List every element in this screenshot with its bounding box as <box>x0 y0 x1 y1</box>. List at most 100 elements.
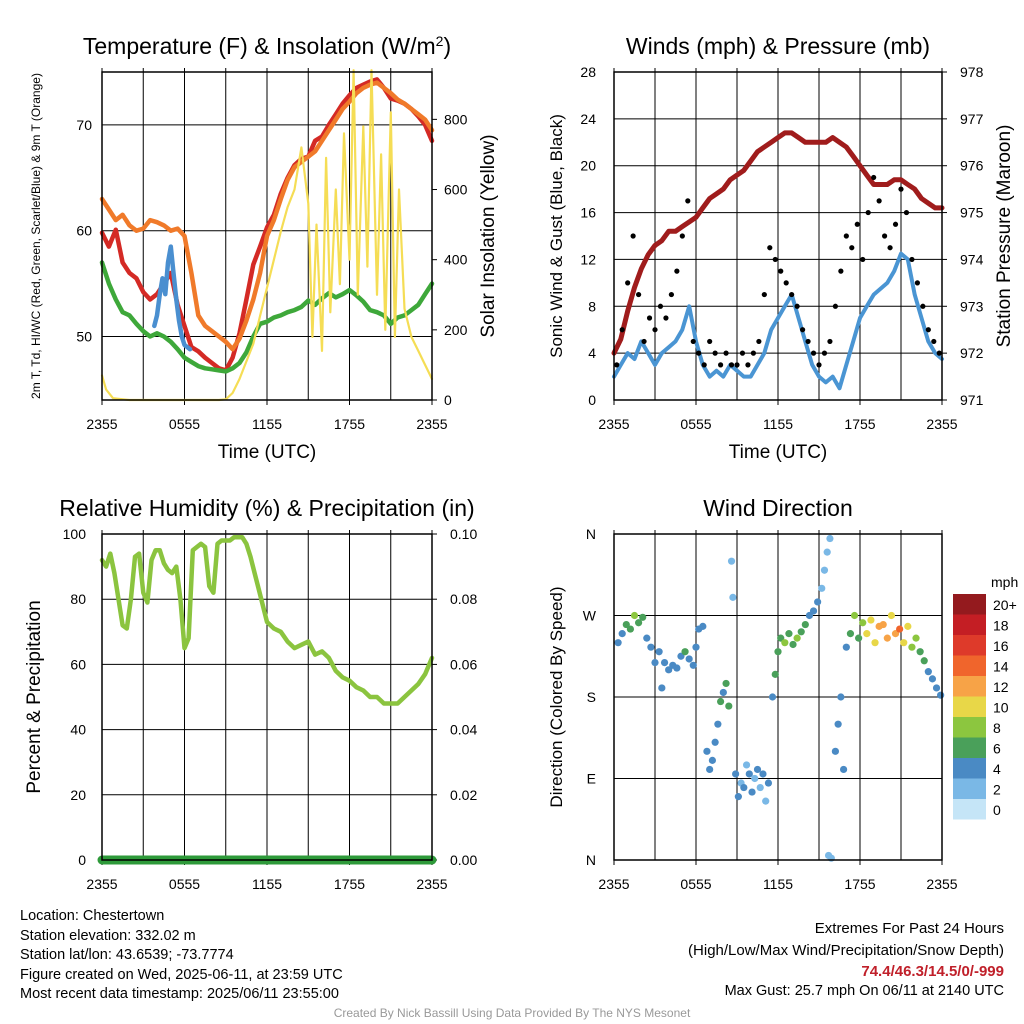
gust-point <box>636 291 642 298</box>
series-2m-t <box>99 77 435 373</box>
chart-temperature: 50 60 70 0 200 400 600 800 2355 0555 1155 1755 2355 T… <box>29 33 499 463</box>
x-tick-label: 2355 <box>598 416 629 432</box>
direction-point <box>863 630 871 638</box>
legend-label: 8 <box>993 720 1001 736</box>
gust-point <box>920 303 926 309</box>
direction-point <box>614 639 622 647</box>
gust-point <box>728 362 735 368</box>
direction-point <box>708 756 717 764</box>
direction-point <box>692 643 700 651</box>
series-station-pressure <box>611 130 945 356</box>
direction-point <box>635 619 643 627</box>
gust-point <box>816 362 822 368</box>
y-right-tick-label: 0.08 <box>450 591 477 607</box>
series-9m-t <box>99 80 435 352</box>
latlon-text: Station lat/lon: 43.6539; -73.7774 <box>20 947 234 963</box>
x-axis-label: Time (UTC) <box>729 442 828 463</box>
series-sonic-wind <box>612 251 944 391</box>
y-right-tick-label: 971 <box>960 392 984 408</box>
gust-point <box>652 327 658 333</box>
y-tick-label: 4 <box>588 345 596 361</box>
legend-label: 18 <box>993 618 1009 634</box>
gust-point <box>734 362 740 368</box>
legend-swatch <box>953 717 986 738</box>
direction-point <box>774 648 782 656</box>
legend-label: 0 <box>993 802 1001 818</box>
direction-point <box>937 691 945 699</box>
direction-point <box>647 643 655 651</box>
gust-point <box>794 303 800 309</box>
legend-swatch <box>953 758 986 779</box>
series-hi-wc <box>152 244 193 352</box>
direction-point <box>714 720 722 728</box>
gust-point <box>789 291 795 298</box>
gust-point <box>805 338 811 345</box>
direction-point <box>729 593 737 601</box>
gust-point <box>810 350 817 356</box>
legend-title: mph <box>991 574 1018 590</box>
direction-point <box>762 797 770 805</box>
direction-point <box>706 765 714 774</box>
y-right-tick-label: 978 <box>960 64 984 80</box>
x-tick-label: 1155 <box>252 416 282 432</box>
gust-point <box>674 268 680 274</box>
y-right-tick-label: 0.06 <box>450 656 477 672</box>
x-tick-label: 1755 <box>334 876 365 892</box>
created-text: Figure created on Wed, 2025-06-11, at 23… <box>20 966 343 983</box>
y-axis-label: Direction (Colored By Speed) <box>547 586 566 807</box>
legend-label: 4 <box>993 761 1001 777</box>
y-tick-label: 0 <box>78 852 86 868</box>
gust-point <box>745 362 751 368</box>
y-right-tick-label: 0.00 <box>450 852 477 868</box>
x-tick-label: 1755 <box>334 416 365 432</box>
direction-point <box>685 655 693 663</box>
y-tick-label: 12 <box>580 251 596 267</box>
gust-point <box>614 362 620 368</box>
gust-point <box>750 350 757 356</box>
y-right-tick-label: 600 <box>444 182 468 198</box>
y-right-tick-label: 200 <box>444 322 468 338</box>
legend-label: 6 <box>993 741 1001 757</box>
recent-data-text: Most recent data timestamp: 2025/06/11 2… <box>20 986 339 1002</box>
gust-point <box>646 315 653 321</box>
y-right-tick-label: 0.04 <box>450 722 477 738</box>
direction-point <box>883 634 891 642</box>
y-right-tick-label: 977 <box>960 111 984 127</box>
gust-point <box>772 256 778 263</box>
direction-point <box>703 747 711 755</box>
direction-point <box>818 584 826 592</box>
gust-point <box>854 221 860 227</box>
x-tick-label: 2355 <box>926 416 957 432</box>
direction-point <box>681 648 689 656</box>
y-tick-label: 8 <box>588 298 596 314</box>
direction-point <box>932 684 941 692</box>
y-axis-label: 2m T, Td, HI/WC (Red, Green, Scarlet/Blu… <box>29 73 43 399</box>
direction-point <box>722 679 730 688</box>
y-tick-label: N <box>586 852 596 868</box>
legend-label: 12 <box>993 679 1009 695</box>
direction-point <box>904 622 912 630</box>
direction-point <box>725 702 733 710</box>
gust-point <box>887 245 893 251</box>
direction-point <box>809 607 818 615</box>
direction-point <box>793 634 801 642</box>
gust-point <box>619 327 625 333</box>
gust-point <box>892 221 899 227</box>
y-tick-label: 100 <box>63 526 87 542</box>
direction-point <box>626 625 635 633</box>
y-right-tick-label: 0.10 <box>450 526 477 542</box>
station-info: Location: Chestertown Station elevation:… <box>20 907 343 1005</box>
y-right-tick-label: 975 <box>960 205 984 221</box>
direction-point <box>916 648 924 656</box>
gust-point <box>696 350 702 356</box>
direction-point <box>840 765 848 774</box>
y-right-tick-label: 800 <box>444 111 468 127</box>
direction-point <box>887 611 896 620</box>
gust-point <box>849 245 855 251</box>
gust-point <box>936 350 942 356</box>
extremes-info: Extremes For Past 24 Hours (High/Low/Max… <box>688 918 1004 1001</box>
legend-label: 10 <box>993 700 1009 716</box>
direction-point <box>834 720 842 728</box>
direction-point <box>912 634 920 642</box>
